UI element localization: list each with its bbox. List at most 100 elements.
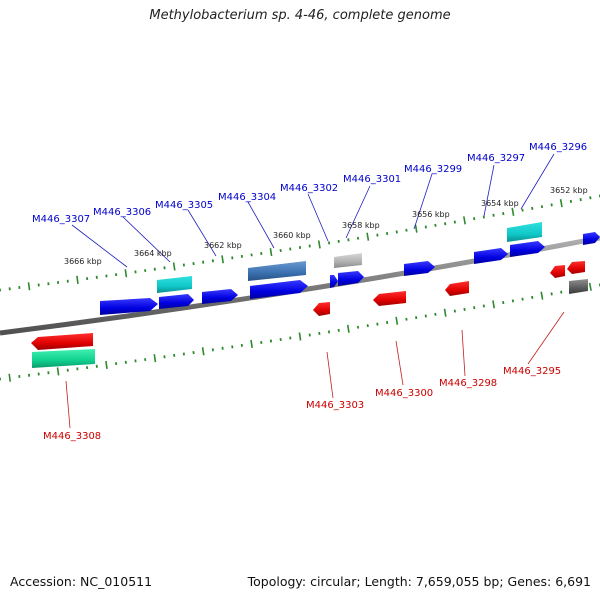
minor-tick: [453, 309, 456, 313]
tick-track-outer: [0, 194, 600, 292]
gene-label[interactable]: M446_3296: [529, 142, 587, 153]
minor-tick: [492, 213, 495, 217]
gene-arrow[interactable]: [550, 265, 565, 278]
major-tick: [540, 291, 544, 300]
gene-arrow[interactable]: [330, 275, 338, 288]
gene-label[interactable]: M446_3304: [218, 192, 276, 203]
major-tick: [56, 367, 60, 376]
minor-tick: [356, 236, 360, 240]
gene-arrow[interactable]: [159, 294, 194, 309]
minor-tick: [434, 223, 437, 227]
major-tick: [366, 232, 370, 241]
tick-label: 3658 kbp: [342, 221, 380, 230]
gene-arrow[interactable]: [334, 253, 362, 268]
major-tick: [443, 308, 447, 317]
gene-label[interactable]: M446_3306: [93, 207, 151, 218]
tick-label: 3654 kbp: [481, 199, 519, 208]
minor-tick: [192, 351, 195, 355]
major-tick: [395, 316, 399, 325]
gene-label[interactable]: M446_3300: [375, 388, 433, 399]
gene-arrow[interactable]: [202, 289, 238, 304]
minor-tick: [395, 230, 398, 234]
major-tick: [317, 240, 321, 249]
gene-arrow[interactable]: [32, 349, 95, 368]
minor-tick: [531, 206, 534, 210]
reverse-genes: [31, 261, 588, 368]
minor-tick: [560, 290, 563, 294]
reverse-label-connectors: [65, 311, 565, 429]
gene-arrow[interactable]: [567, 261, 585, 274]
gene-arrow[interactable]: [445, 281, 469, 296]
major-tick: [27, 282, 31, 291]
gene-label[interactable]: M446_3301: [343, 174, 401, 185]
major-tick: [463, 216, 466, 225]
major-tick: [8, 373, 11, 382]
gene-arrow[interactable]: [338, 271, 364, 286]
minor-tick: [366, 324, 369, 328]
minor-tick: [415, 316, 418, 320]
gene-arrow[interactable]: [569, 279, 588, 294]
major-tick: [250, 339, 253, 349]
gene-arrow[interactable]: [313, 302, 330, 316]
gene-label[interactable]: M446_3307: [32, 214, 90, 225]
gene-arrow[interactable]: [507, 222, 542, 242]
tick-labels: 3666 kbp 3664 kbp 3662 kbp 3660 kbp 3658…: [64, 186, 588, 266]
major-tick: [105, 360, 108, 370]
minor-tick: [327, 330, 331, 334]
gene-arrow[interactable]: [510, 241, 545, 257]
minor-tick: [279, 248, 282, 253]
major-tick: [153, 354, 157, 363]
gene-label[interactable]: M446_3295: [503, 366, 561, 377]
tick-label: 3652 kbp: [550, 186, 588, 195]
tick-label: 3656 kbp: [412, 210, 450, 219]
minor-tick: [405, 317, 408, 321]
minor-tick: [327, 241, 331, 245]
minor-tick: [531, 295, 534, 299]
forward-genes: [100, 222, 600, 315]
major-tick: [414, 224, 418, 233]
gene-label[interactable]: M446_3297: [467, 153, 525, 164]
gene-arrow[interactable]: [583, 232, 600, 245]
gene-label[interactable]: M446_3302: [280, 183, 338, 194]
tick-track-inner: [0, 282, 600, 382]
gene-arrow[interactable]: [474, 248, 508, 264]
minor-tick: [550, 292, 553, 296]
minor-tick: [569, 199, 573, 203]
gene-arrow[interactable]: [404, 261, 435, 276]
gene-label[interactable]: M446_3298: [439, 378, 497, 389]
forward-label-connectors: [71, 153, 555, 268]
map-title: Methylobacterium sp. 4-46, complete geno…: [149, 8, 451, 23]
minor-tick: [589, 196, 592, 200]
minor-tick: [405, 228, 408, 232]
accession-text: Accession: NC_010511: [10, 574, 153, 589]
gene-arrow[interactable]: [31, 333, 93, 350]
tick-label: 3662 kbp: [204, 241, 242, 250]
minor-tick: [356, 325, 360, 329]
gene-arrow[interactable]: [157, 276, 192, 293]
gene-arrow[interactable]: [100, 298, 158, 315]
gene-arrow[interactable]: [248, 261, 306, 281]
minor-tick: [502, 212, 505, 216]
gene-label[interactable]: M446_3305: [155, 200, 213, 211]
major-tick: [76, 275, 79, 285]
minor-tick: [434, 312, 437, 316]
gene-label[interactable]: M446_3303: [306, 400, 364, 411]
major-tick: [298, 332, 302, 341]
gene-arrow[interactable]: [250, 280, 308, 299]
forward-gene-labels: M446_3307 M446_3306 M446_3305 M446_3304 …: [32, 142, 587, 225]
minor-tick: [550, 203, 553, 207]
minor-tick: [521, 208, 524, 212]
minor-tick: [482, 215, 485, 219]
minor-tick: [318, 331, 321, 335]
gene-label[interactable]: M446_3299: [404, 164, 462, 175]
minor-tick: [279, 337, 282, 342]
gene-arrow[interactable]: [373, 291, 406, 306]
major-tick: [172, 262, 176, 271]
reverse-gene-labels: M446_3308 M446_3303 M446_3300 M446_3298 …: [43, 366, 561, 442]
minor-tick: [482, 304, 485, 308]
minor-tick: [521, 297, 524, 301]
tick-label: 3664 kbp: [134, 249, 172, 258]
gene-label[interactable]: M446_3308: [43, 431, 101, 442]
minor-tick: [502, 301, 505, 305]
